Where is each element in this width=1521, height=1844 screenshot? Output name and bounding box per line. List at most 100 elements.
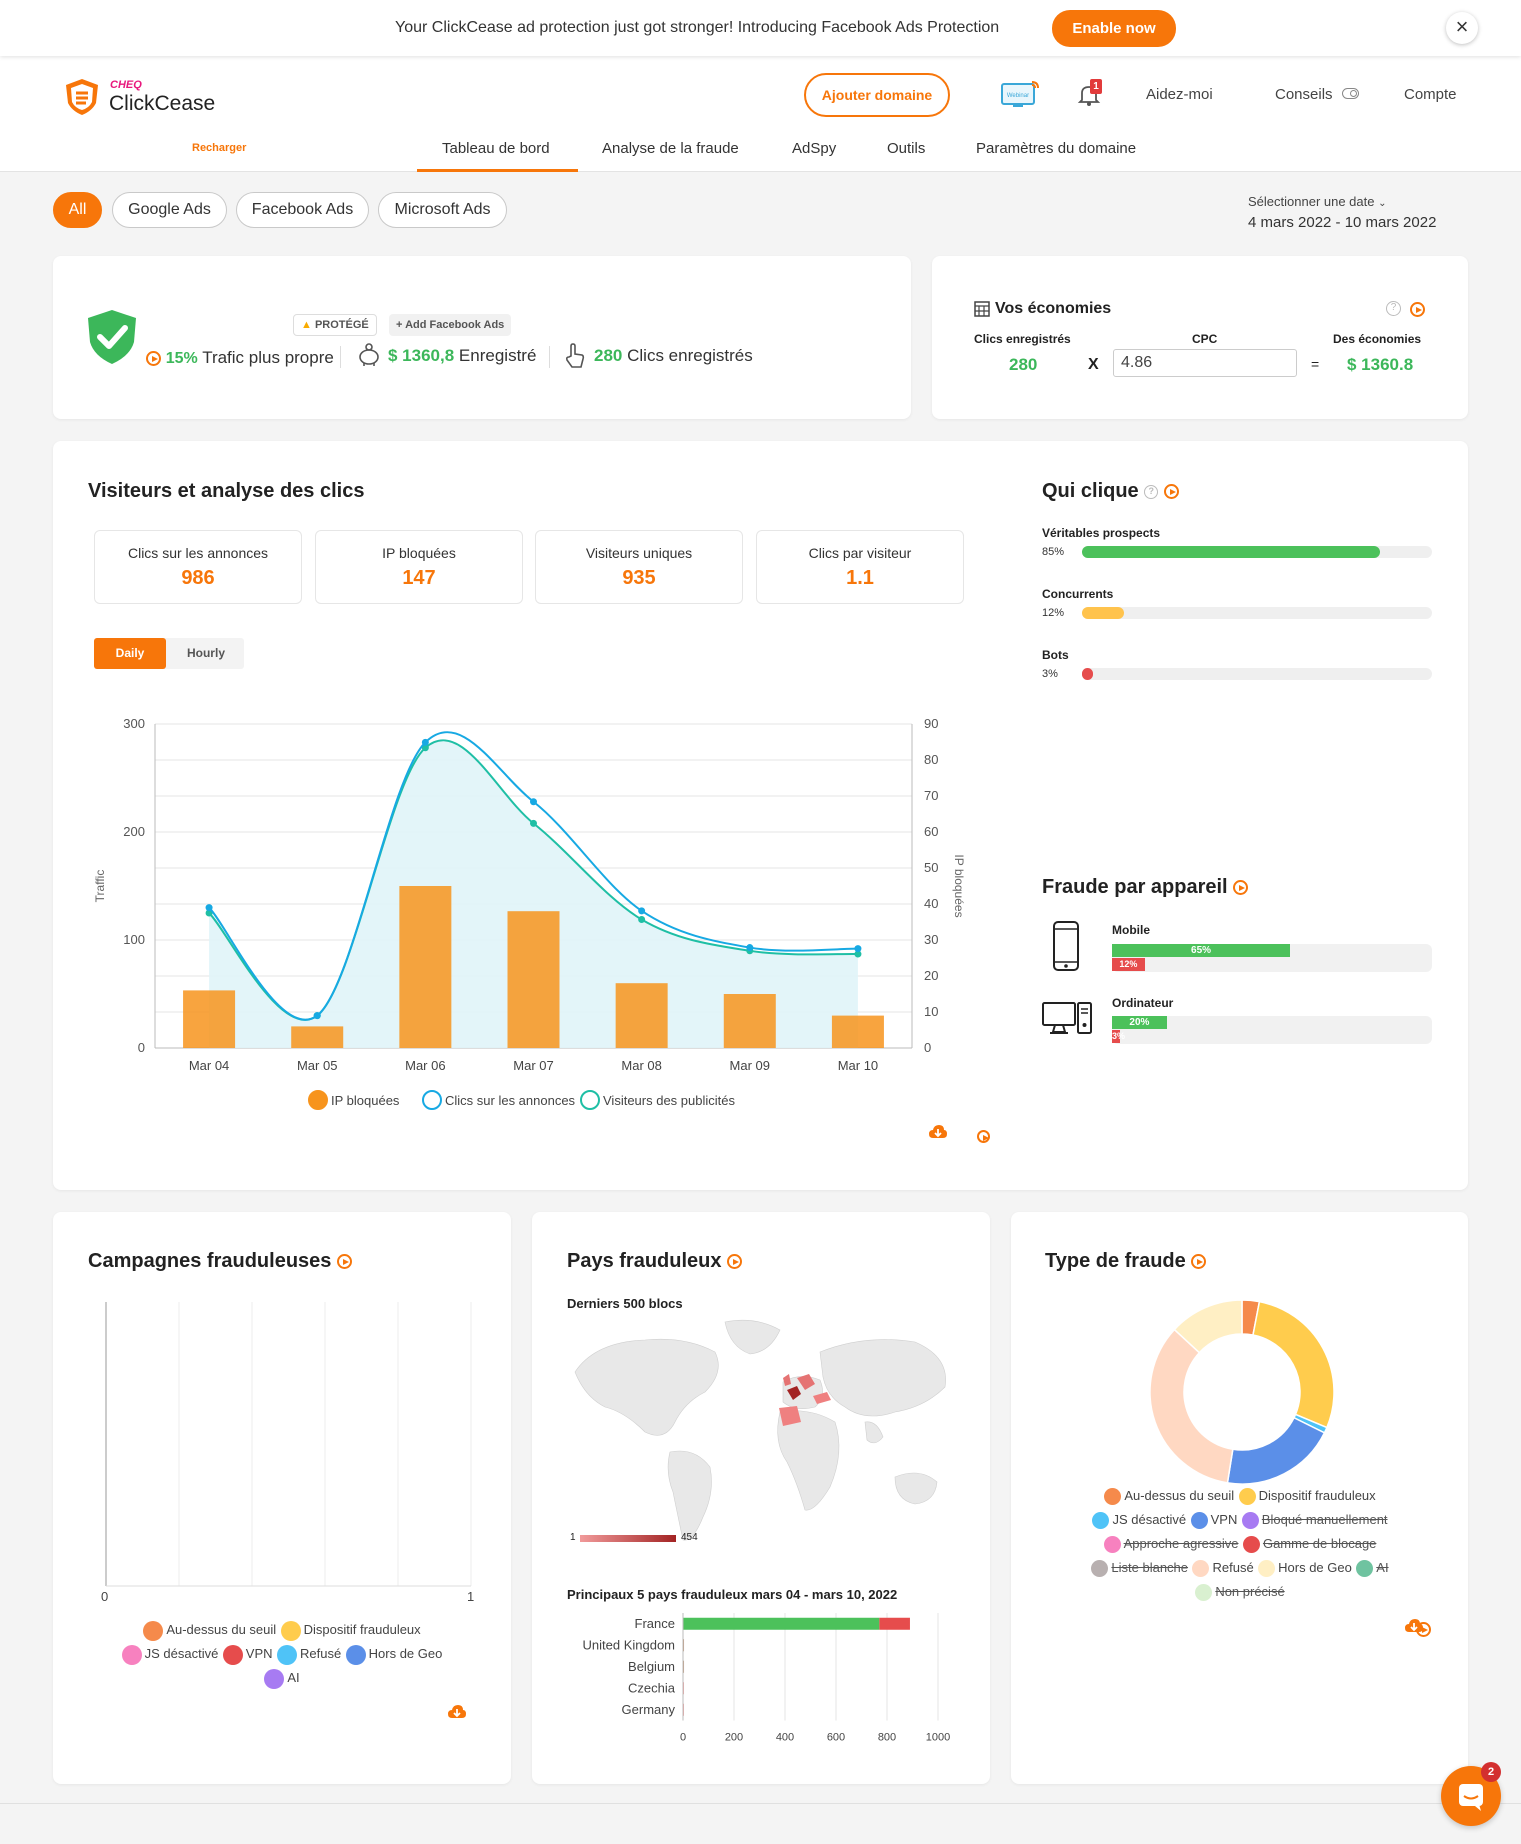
device-good-bar: 20% xyxy=(1112,1016,1167,1029)
toggle-daily[interactable]: Daily xyxy=(94,638,166,669)
tab-fraud-analysis[interactable]: Analyse de la fraude xyxy=(602,140,739,157)
legend-label: IP bloquées xyxy=(331,1093,400,1108)
map-scale-gradient xyxy=(580,1535,676,1542)
ad-clicks-point xyxy=(638,907,646,915)
who-clicks-bar xyxy=(1082,546,1380,558)
tab-domain-settings[interactable]: Paramètres du domaine xyxy=(976,140,1137,157)
legend-item[interactable]: JS désactivé xyxy=(121,1644,218,1665)
legend-item[interactable]: Approche agressive xyxy=(1103,1536,1239,1554)
visitors-point xyxy=(421,744,429,752)
legend-item[interactable]: Refusé xyxy=(276,1644,341,1665)
legend-label: Refusé xyxy=(1212,1560,1254,1575)
legend-item[interactable]: AI xyxy=(1356,1560,1389,1578)
country-label: Belgium xyxy=(628,1659,675,1674)
legend-item[interactable]: Refusé xyxy=(1192,1560,1254,1578)
calculator-icon xyxy=(974,301,990,322)
play-icon[interactable] xyxy=(1233,880,1249,896)
help-icon[interactable]: ? xyxy=(1386,301,1401,316)
country-bar-secondary xyxy=(879,1617,910,1630)
y-tick-label: 300 xyxy=(123,716,145,731)
visitors-point xyxy=(205,909,213,917)
legend-swatch xyxy=(280,1620,301,1641)
play-icon[interactable] xyxy=(977,1130,991,1144)
map-country-germany[interactable] xyxy=(797,1374,815,1390)
legend-item[interactable]: Hors de Geo xyxy=(345,1644,442,1665)
webinar-icon[interactable]: Webinar xyxy=(1000,80,1040,115)
filter-google-ads[interactable]: Google Ads xyxy=(112,192,227,228)
play-icon[interactable] xyxy=(727,1254,743,1270)
play-icon[interactable] xyxy=(146,351,161,367)
account-link[interactable]: Compte xyxy=(1404,86,1457,103)
tab-dashboard[interactable]: Tableau de bord xyxy=(442,140,550,157)
y2-tick-label: 20 xyxy=(924,968,938,983)
clicks-saved-label: Clics enregistrés xyxy=(627,346,753,365)
legend-swatch xyxy=(1103,1536,1121,1554)
date-picker[interactable]: Sélectionner une date ⌄ xyxy=(1248,194,1387,209)
download-cloud-icon[interactable] xyxy=(447,1704,467,1725)
chat-unread-badge: 2 xyxy=(1481,1762,1501,1782)
legend-item[interactable]: Au-dessus du seuil xyxy=(1104,1488,1235,1506)
filter-all[interactable]: All xyxy=(53,192,102,228)
divider xyxy=(340,346,341,368)
map-country-turkey[interactable] xyxy=(813,1392,831,1404)
legend-item[interactable]: VPN xyxy=(1190,1512,1237,1530)
tab-adspy[interactable]: AdSpy xyxy=(792,140,837,157)
filter-facebook-ads[interactable]: Facebook Ads xyxy=(236,192,369,228)
world-map[interactable] xyxy=(565,1312,955,1552)
play-icon[interactable] xyxy=(336,1254,352,1270)
who-clicks-bar-track xyxy=(1082,668,1432,680)
play-icon[interactable] xyxy=(1191,1254,1207,1270)
legend-item[interactable]: Non précisé xyxy=(1195,1584,1285,1602)
map-country-uk[interactable] xyxy=(783,1374,791,1386)
close-icon[interactable]: × xyxy=(1446,12,1478,44)
map-country-algeria[interactable] xyxy=(779,1406,801,1426)
who-clicks-row: Concurrents 12% xyxy=(1042,587,1432,619)
visitors-point xyxy=(854,950,862,958)
legend-item[interactable]: AI xyxy=(264,1668,300,1689)
x-tick-label: Mar 09 xyxy=(730,1058,770,1073)
map-country-france[interactable] xyxy=(787,1386,801,1400)
help-icon[interactable]: ? xyxy=(1144,484,1159,499)
legend-item[interactable]: Liste blanche xyxy=(1091,1560,1188,1578)
download-cloud-icon[interactable] xyxy=(1404,1618,1424,1639)
legend-label: Non précisé xyxy=(1215,1584,1285,1599)
play-icon[interactable] xyxy=(1163,484,1179,500)
divider xyxy=(549,346,550,368)
download-cloud-icon[interactable] xyxy=(928,1124,948,1145)
brand-name: ClickCease xyxy=(109,92,216,115)
legend-item[interactable]: Dispositif frauduleux xyxy=(280,1620,421,1641)
x-tick-label: 400 xyxy=(776,1732,794,1744)
legend-item[interactable]: VPN xyxy=(222,1644,273,1665)
filter-microsoft-ads[interactable]: Microsoft Ads xyxy=(378,192,507,228)
legend-item[interactable]: Dispositif frauduleux xyxy=(1238,1488,1376,1506)
enable-now-button[interactable]: Enable now xyxy=(1052,10,1176,47)
campaigns-x-min: 0 xyxy=(101,1589,109,1604)
help-link[interactable]: Aidez-moi xyxy=(1146,86,1213,103)
legend-item[interactable]: Au-dessus du seuil xyxy=(143,1620,276,1641)
clickcease-logo[interactable] xyxy=(62,77,102,122)
play-icon[interactable] xyxy=(1410,302,1425,318)
x-tick-label: Mar 10 xyxy=(838,1058,878,1073)
cpc-input[interactable] xyxy=(1113,349,1297,377)
reload-link[interactable]: Recharger xyxy=(192,142,247,154)
legend-label: Au-dessus du seuil xyxy=(1124,1488,1235,1503)
tips-link[interactable]: Conseils xyxy=(1275,86,1333,103)
add-domain-button[interactable]: Ajouter domaine xyxy=(804,73,950,117)
legend-item[interactable]: JS désactivé xyxy=(1092,1512,1186,1530)
mobile-phone-icon xyxy=(1052,920,1080,977)
device-label: Mobile xyxy=(1112,923,1150,937)
legend-item[interactable]: Gamme de blocage xyxy=(1242,1536,1376,1554)
add-facebook-ads-button[interactable]: + Add Facebook Ads xyxy=(389,314,512,336)
multiply-sign: X xyxy=(1088,356,1099,373)
chevron-down-icon: ⌄ xyxy=(1378,198,1387,209)
chat-icon xyxy=(1459,1784,1483,1811)
tab-tools[interactable]: Outils xyxy=(887,140,926,157)
legend-item[interactable]: Hors de Geo xyxy=(1258,1560,1352,1578)
clicks-saved-value: 280 xyxy=(594,346,623,365)
campaigns-legend: Au-dessus du seuil Dispositif frauduleux… xyxy=(60,1618,504,1690)
stat-unique-visitors: Visiteurs uniques 935 xyxy=(535,530,743,604)
legend-item[interactable]: Bloqué manuellement xyxy=(1241,1512,1388,1530)
toggle-hourly[interactable]: Hourly xyxy=(186,646,225,660)
tips-toggle-icon[interactable] xyxy=(1342,88,1359,99)
blocked-ip-bar xyxy=(183,990,236,1048)
